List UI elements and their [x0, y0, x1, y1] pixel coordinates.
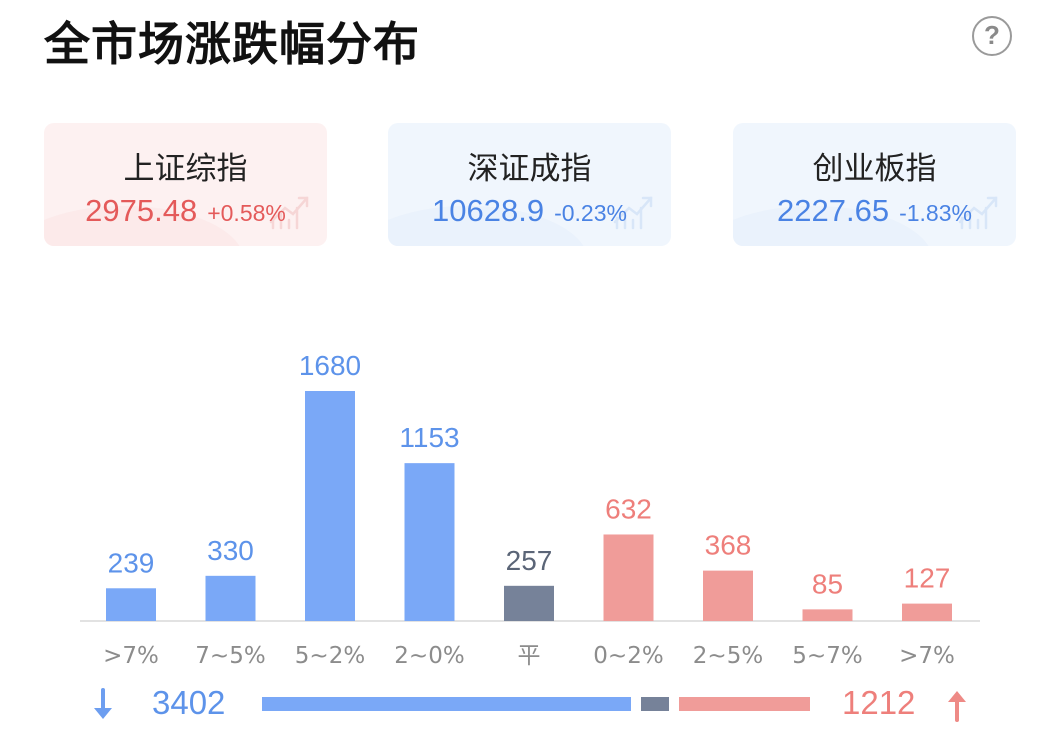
index-name: 创业板指 [812, 151, 937, 187]
bar-5 [603, 534, 654, 621]
rise-count: 1212 [842, 684, 916, 721]
bar-value-label: 632 [605, 493, 652, 524]
index-name: 深证成指 [467, 151, 592, 187]
category-label: 5~2% [295, 643, 365, 669]
index-value: 2227.65 [777, 193, 890, 228]
trend-chart-icon [613, 196, 653, 230]
category-label: 2~0% [394, 643, 464, 669]
bar-2 [305, 391, 355, 621]
bar-value-label: 85 [812, 568, 843, 599]
bar-3 [404, 463, 455, 621]
rise-ratio-bar [678, 697, 810, 711]
bar-value-label: 239 [108, 547, 155, 578]
category-label: >7% [899, 643, 955, 669]
question-circle-icon[interactable]: ? [972, 16, 1012, 56]
bar-8 [902, 603, 952, 621]
index-value: 2975.48 [85, 193, 198, 228]
bar-value-label: 257 [506, 545, 553, 576]
category-label: 5~7% [792, 643, 862, 669]
bar-6 [703, 570, 753, 621]
trend-chart-icon [269, 196, 309, 230]
bar-4 [504, 585, 554, 621]
trend-chart-icon [958, 196, 998, 230]
bar-7 [802, 609, 853, 621]
index-change: -1.83% [899, 200, 972, 226]
category-label: >7% [103, 643, 159, 669]
page-title: 全市场涨跌幅分布 [44, 17, 420, 71]
bar-value-label: 1153 [399, 422, 459, 453]
index-card-cyb[interactable]: 创业板指 2227.65 -1.83% [733, 123, 1016, 246]
flat-ratio-bar [640, 697, 669, 711]
bar-value-label: 127 [904, 563, 951, 594]
index-change: +0.58% [207, 200, 286, 226]
index-value: 10628.9 [432, 193, 545, 228]
category-label: 7~5% [195, 643, 265, 669]
category-label: 2~5% [693, 643, 763, 669]
bar-value-label: 368 [705, 530, 752, 561]
fall-count: 3402 [152, 684, 226, 721]
arrow-down-icon [94, 688, 112, 719]
index-card-sz[interactable]: 深证成指 10628.9 -0.23% [388, 123, 671, 246]
fall-ratio-bar [262, 697, 631, 711]
distribution-chart: 239 >7% 330 7~5% 1680 5~2% 1153 2~0% 257 平 632 0~2%… [80, 350, 980, 669]
index-card-sh[interactable]: 上证综指 2975.48 +0.58% [44, 123, 327, 246]
index-change: -0.23% [554, 200, 627, 226]
bar-value-label: 1680 [299, 350, 361, 381]
bar-1 [205, 575, 256, 621]
category-label: 平 [518, 643, 541, 669]
category-label: 0~2% [593, 643, 663, 669]
bar-0 [106, 588, 156, 621]
index-name: 上证综指 [123, 151, 248, 187]
arrow-up-icon [948, 691, 966, 722]
bar-value-label: 330 [207, 535, 254, 566]
